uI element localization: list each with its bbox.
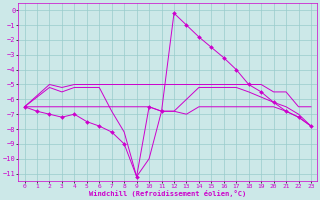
X-axis label: Windchill (Refroidissement éolien,°C): Windchill (Refroidissement éolien,°C): [89, 190, 246, 197]
